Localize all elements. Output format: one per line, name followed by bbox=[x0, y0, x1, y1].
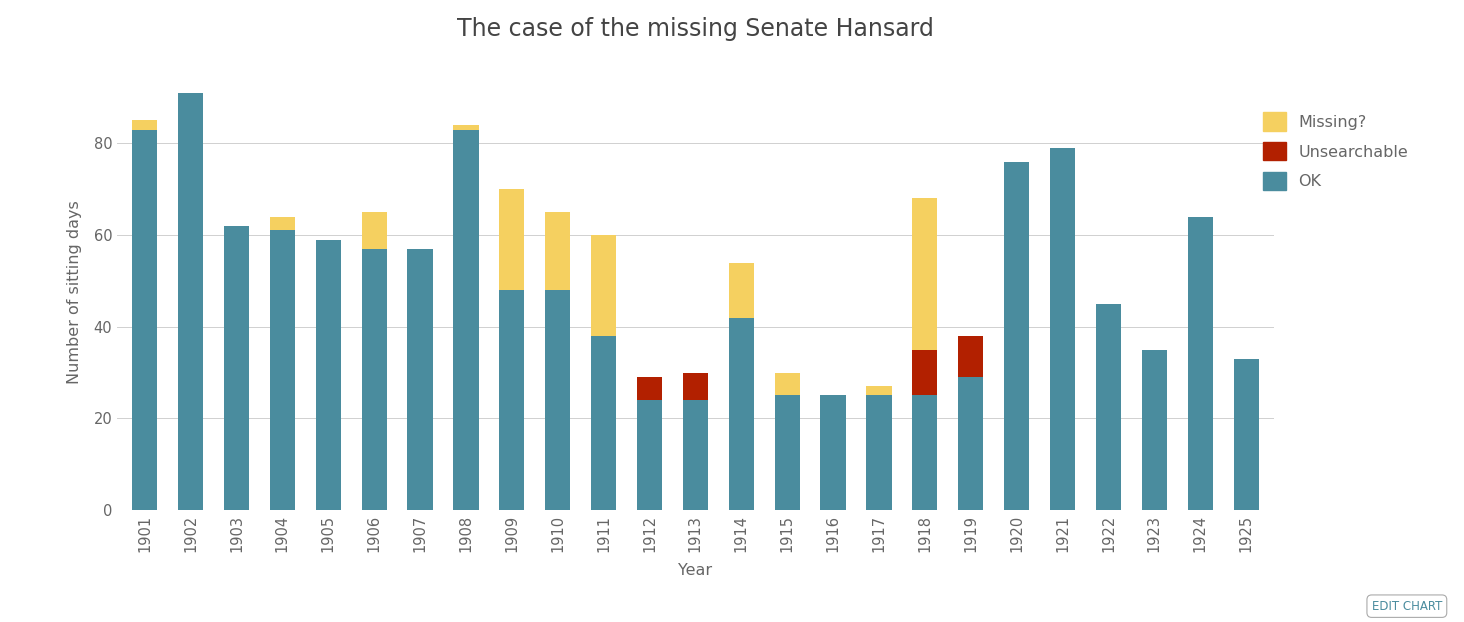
Bar bbox=[682, 400, 709, 510]
Bar bbox=[1142, 350, 1167, 510]
Bar bbox=[591, 336, 616, 510]
Bar bbox=[912, 198, 937, 350]
Bar bbox=[867, 396, 892, 510]
Bar bbox=[774, 373, 799, 396]
Bar bbox=[682, 373, 709, 400]
Bar bbox=[499, 290, 524, 510]
Bar bbox=[912, 350, 937, 396]
Bar bbox=[454, 125, 479, 129]
Bar bbox=[820, 396, 846, 510]
Bar bbox=[132, 121, 157, 129]
Bar bbox=[316, 239, 341, 510]
Bar bbox=[774, 396, 799, 510]
Bar bbox=[132, 129, 157, 510]
Bar bbox=[1050, 148, 1075, 510]
Bar bbox=[729, 262, 754, 318]
Bar bbox=[454, 129, 479, 510]
Bar bbox=[179, 93, 203, 510]
Bar bbox=[269, 231, 294, 510]
Bar bbox=[591, 235, 616, 336]
X-axis label: Year: Year bbox=[678, 564, 713, 578]
Bar bbox=[407, 249, 433, 510]
Bar bbox=[867, 386, 892, 396]
Bar bbox=[957, 336, 984, 377]
Bar bbox=[545, 212, 571, 290]
Bar bbox=[729, 318, 754, 510]
Bar bbox=[1004, 162, 1029, 510]
Text: EDIT CHART: EDIT CHART bbox=[1372, 600, 1442, 613]
Bar bbox=[499, 189, 524, 290]
Bar bbox=[269, 216, 294, 231]
Bar bbox=[1234, 359, 1259, 510]
Bar bbox=[545, 290, 571, 510]
Bar bbox=[362, 212, 386, 249]
Bar bbox=[1097, 304, 1121, 510]
Legend: Missing?, Unsearchable, OK: Missing?, Unsearchable, OK bbox=[1255, 104, 1416, 198]
Bar bbox=[362, 249, 386, 510]
Bar bbox=[957, 377, 984, 510]
Title: The case of the missing Senate Hansard: The case of the missing Senate Hansard bbox=[457, 17, 934, 41]
Bar bbox=[224, 226, 249, 510]
Bar bbox=[637, 400, 662, 510]
Bar bbox=[912, 396, 937, 510]
Y-axis label: Number of sitting days: Number of sitting days bbox=[67, 200, 82, 384]
Bar bbox=[1187, 216, 1212, 510]
Bar bbox=[637, 377, 662, 400]
